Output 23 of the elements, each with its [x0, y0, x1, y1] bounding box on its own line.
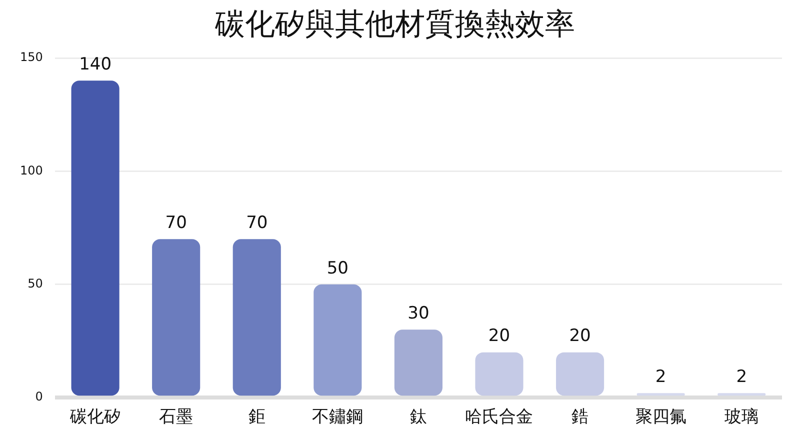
chart-title: 碳化矽與其他材質換熱效率 [214, 6, 575, 42]
y-tick-label: 50 [28, 276, 43, 291]
data-label: 20 [488, 326, 510, 346]
x-tick-label: 碳化矽 [68, 407, 121, 428]
y-tick-label: 100 [20, 163, 43, 178]
x-tick-label: 石墨 [159, 407, 194, 428]
x-tick-label: 不鏽鋼 [312, 407, 364, 428]
x-tick-label: 鉅 [248, 407, 266, 428]
data-label: 30 [408, 304, 430, 324]
x-tick-label: 鋯 [572, 407, 589, 428]
x-tick-label: 聚四氟 [635, 407, 686, 428]
y-tick-label: 0 [35, 390, 43, 404]
data-label: 20 [569, 326, 591, 346]
data-label: 140 [79, 54, 112, 75]
x-tick-label: 鈦 [410, 407, 427, 428]
y-tick-label: 150 [20, 50, 43, 64]
data-label: 70 [165, 213, 187, 234]
x-tick-label: 玻璃 [724, 407, 759, 428]
data-label: 70 [246, 213, 268, 234]
data-label: 2 [736, 366, 748, 387]
data-label: 2 [655, 366, 666, 387]
data-label: 50 [326, 258, 348, 278]
x-tick-label: 哈氏合金 [465, 407, 534, 428]
